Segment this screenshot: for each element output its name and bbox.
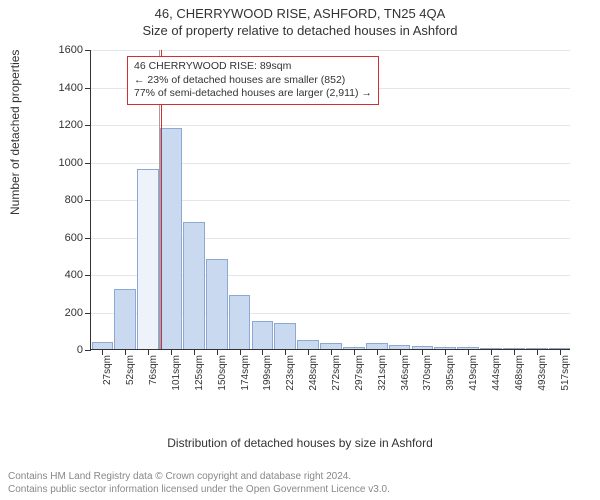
x-tick-label: 297sqm [354, 355, 365, 391]
y-tick [85, 313, 91, 314]
y-tick-label: 400 [65, 269, 83, 281]
grid-line [91, 50, 570, 51]
x-tick-label: 517sqm [560, 355, 571, 391]
x-tick-label: 27sqm [102, 355, 113, 385]
annotation-line: 46 CHERRYWOOD RISE: 89sqm [134, 60, 372, 74]
x-tick-label: 150sqm [217, 355, 228, 391]
histogram-bar [274, 323, 296, 349]
histogram-bar [92, 342, 114, 350]
plot-area: 0200400600800100012001400160027sqm52sqm7… [90, 50, 570, 350]
x-tick-label: 52sqm [125, 355, 136, 385]
y-tick [85, 350, 91, 351]
y-tick [85, 200, 91, 201]
x-tick-label: 370sqm [422, 355, 433, 391]
x-tick-label: 395sqm [445, 355, 456, 391]
y-axis-label: Number of detached properties [8, 50, 22, 215]
y-tick [85, 88, 91, 89]
x-tick-label: 321sqm [377, 355, 388, 391]
grid-line [91, 125, 570, 126]
histogram-bar [137, 169, 159, 349]
x-tick-label: 76sqm [148, 355, 159, 385]
page-title: 46, CHERRYWOOD RISE, ASHFORD, TN25 4QA [0, 6, 600, 21]
x-tick-label: 101sqm [171, 355, 182, 391]
footer-line-1: Contains HM Land Registry data © Crown c… [8, 471, 390, 484]
y-tick [85, 50, 91, 51]
y-tick-label: 200 [65, 307, 83, 319]
chart-area: 0 200 400 600 800 1000 1200 1400 1600 27sqm 52sqm 7… [55, 45, 580, 415]
page-subtitle: Size of property relative to detached ho… [0, 23, 600, 38]
histogram-bar [229, 295, 251, 349]
y-tick-label: 1000 [59, 157, 83, 169]
histogram-bar [183, 222, 205, 350]
x-tick-label: 199sqm [262, 355, 273, 391]
attribution-footer: Contains HM Land Registry data © Crown c… [8, 471, 390, 496]
title-block: 46, CHERRYWOOD RISE, ASHFORD, TN25 4QA S… [0, 0, 600, 38]
histogram-bar [297, 340, 319, 349]
histogram-bar [160, 128, 182, 349]
y-tick [85, 238, 91, 239]
x-tick-label: 223sqm [285, 355, 296, 391]
x-tick-label: 493sqm [537, 355, 548, 391]
histogram-bar [252, 321, 274, 349]
y-tick [85, 125, 91, 126]
x-tick-label: 272sqm [331, 355, 342, 391]
annotation-line: ← 23% of detached houses are smaller (85… [134, 74, 372, 88]
x-tick-label: 174sqm [240, 355, 251, 391]
histogram-bar [114, 289, 136, 349]
annotation-line: 77% of semi-detached houses are larger (… [134, 87, 372, 101]
x-tick-label: 444sqm [491, 355, 502, 391]
x-axis-label: Distribution of detached houses by size … [0, 436, 600, 450]
y-tick-label: 1200 [59, 119, 83, 131]
x-tick-label: 468sqm [514, 355, 525, 391]
y-tick-label: 800 [65, 194, 83, 206]
x-tick-label: 346sqm [400, 355, 411, 391]
histogram-bar [206, 259, 228, 349]
y-tick [85, 163, 91, 164]
y-tick-label: 600 [65, 232, 83, 244]
y-tick-label: 1600 [59, 44, 83, 56]
y-tick-label: 0 [77, 344, 83, 356]
y-tick-label: 1400 [59, 82, 83, 94]
x-tick-label: 419sqm [468, 355, 479, 391]
annotation-box: 46 CHERRYWOOD RISE: 89sqm← 23% of detach… [127, 56, 379, 105]
y-tick [85, 275, 91, 276]
x-tick-label: 125sqm [194, 355, 205, 391]
footer-line-2: Contains public sector information licen… [8, 484, 390, 497]
x-tick-label: 248sqm [308, 355, 319, 391]
